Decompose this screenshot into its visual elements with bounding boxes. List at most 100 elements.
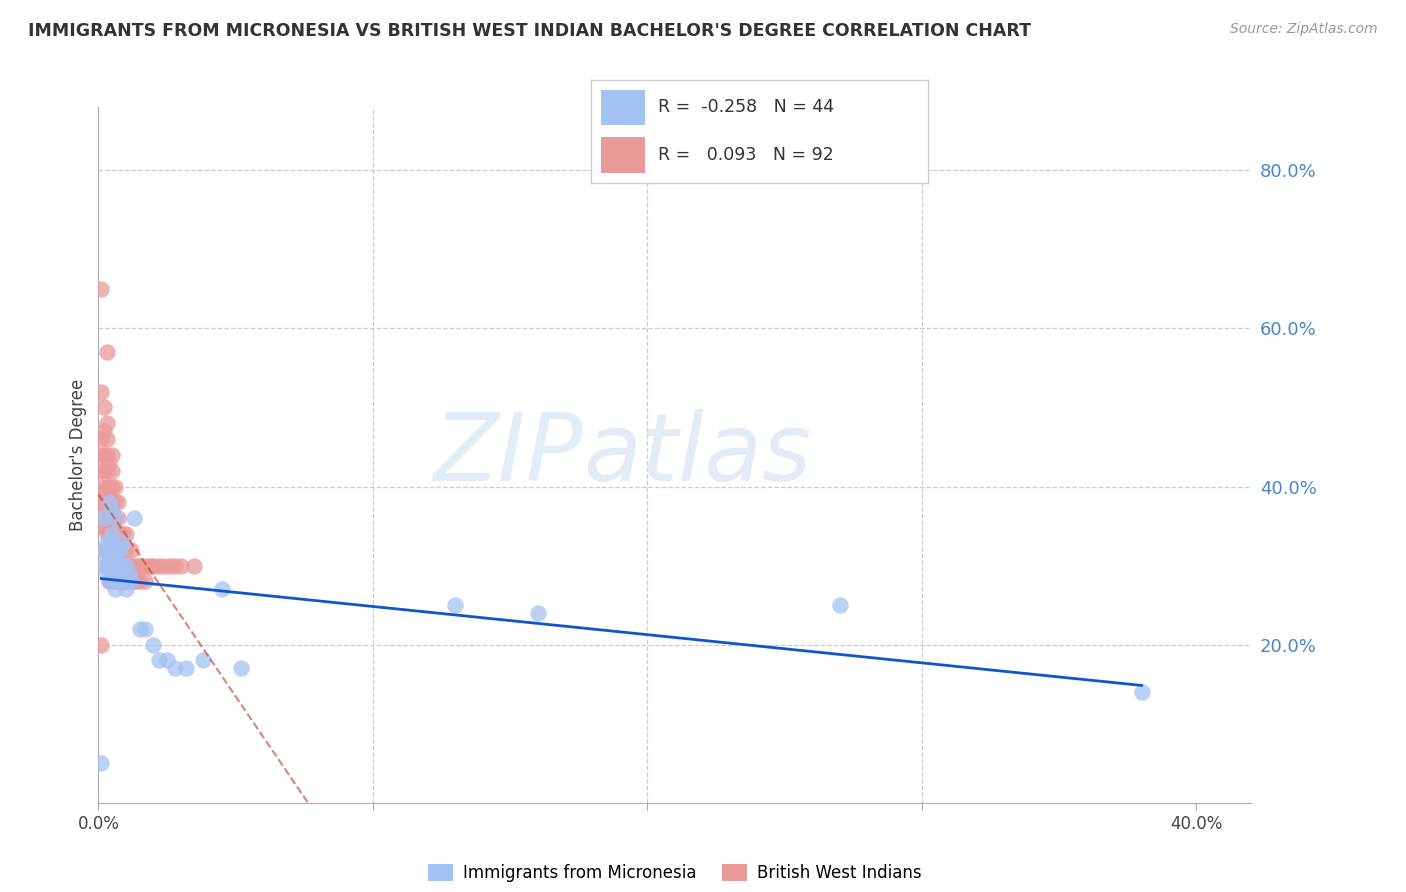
Point [183,558,205,573]
Point [104,542,127,557]
Point [104,582,127,597]
Point [139,558,162,573]
Point [104,550,127,565]
Point [104,558,127,573]
Point [134,574,156,589]
Point [98,456,121,470]
Point [115,558,138,573]
Point [98,558,121,573]
Point [96,417,118,431]
Point [122,511,145,525]
Point [98,495,121,509]
Point [112,527,135,541]
Point [211,582,233,597]
Point [120,574,142,589]
Text: R =  -0.258   N = 44: R = -0.258 N = 44 [658,98,834,116]
Point [165,661,187,675]
Point [98,479,121,493]
Point [112,574,135,589]
Point [98,574,121,589]
Point [120,558,142,573]
Point [93,424,115,438]
Point [142,558,165,573]
Point [90,384,112,399]
Point [174,661,197,675]
Point [93,487,115,501]
Point [526,606,548,620]
Text: IMMIGRANTS FROM MICRONESIA VS BRITISH WEST INDIAN BACHELOR'S DEGREE CORRELATION : IMMIGRANTS FROM MICRONESIA VS BRITISH WE… [28,22,1031,40]
Point [110,558,132,573]
Point [444,598,467,612]
Point [96,542,118,557]
Point [107,542,129,557]
Point [104,511,127,525]
Point [110,566,132,581]
Point [120,542,142,557]
Point [112,534,135,549]
Point [96,558,118,573]
Point [101,527,124,541]
Point [101,558,124,573]
Point [117,566,139,581]
Point [134,622,156,636]
Point [93,448,115,462]
Bar [600,136,644,173]
Point [148,653,170,667]
Point [112,542,135,557]
Point [98,542,121,557]
Point [112,558,135,573]
Point [96,495,118,509]
Point [96,534,118,549]
Point [170,558,193,573]
Point [107,574,129,589]
Point [98,558,121,573]
Point [122,558,145,573]
Point [90,495,112,509]
Point [101,464,124,478]
Point [96,448,118,462]
Point [101,503,124,517]
Point [125,558,148,573]
Point [96,464,118,478]
Point [128,622,150,636]
Point [117,558,139,573]
Point [96,479,118,493]
Point [93,503,115,517]
Point [93,401,115,415]
Point [110,542,132,557]
Point [96,511,118,525]
Point [107,542,129,557]
Point [165,558,187,573]
Point [110,574,132,589]
Point [101,558,124,573]
Point [90,448,112,462]
Point [107,527,129,541]
Point [191,653,214,667]
Text: atlas: atlas [582,409,811,500]
Point [110,527,132,541]
Point [107,511,129,525]
Point [107,558,129,573]
Point [90,638,112,652]
Point [90,519,112,533]
Point [90,282,112,296]
Point [96,550,118,565]
Legend: Immigrants from Micronesia, British West Indians: Immigrants from Micronesia, British West… [422,857,928,888]
Point [98,574,121,589]
Point [115,574,138,589]
Point [131,558,153,573]
Point [90,464,112,478]
Point [136,558,159,573]
Point [101,527,124,541]
Point [90,756,112,771]
Point [112,558,135,573]
Point [828,598,851,612]
Point [93,519,115,533]
Point [93,542,115,557]
Point [96,345,118,359]
Point [104,574,127,589]
Point [98,511,121,525]
Point [98,527,121,541]
Point [101,448,124,462]
Point [104,527,127,541]
